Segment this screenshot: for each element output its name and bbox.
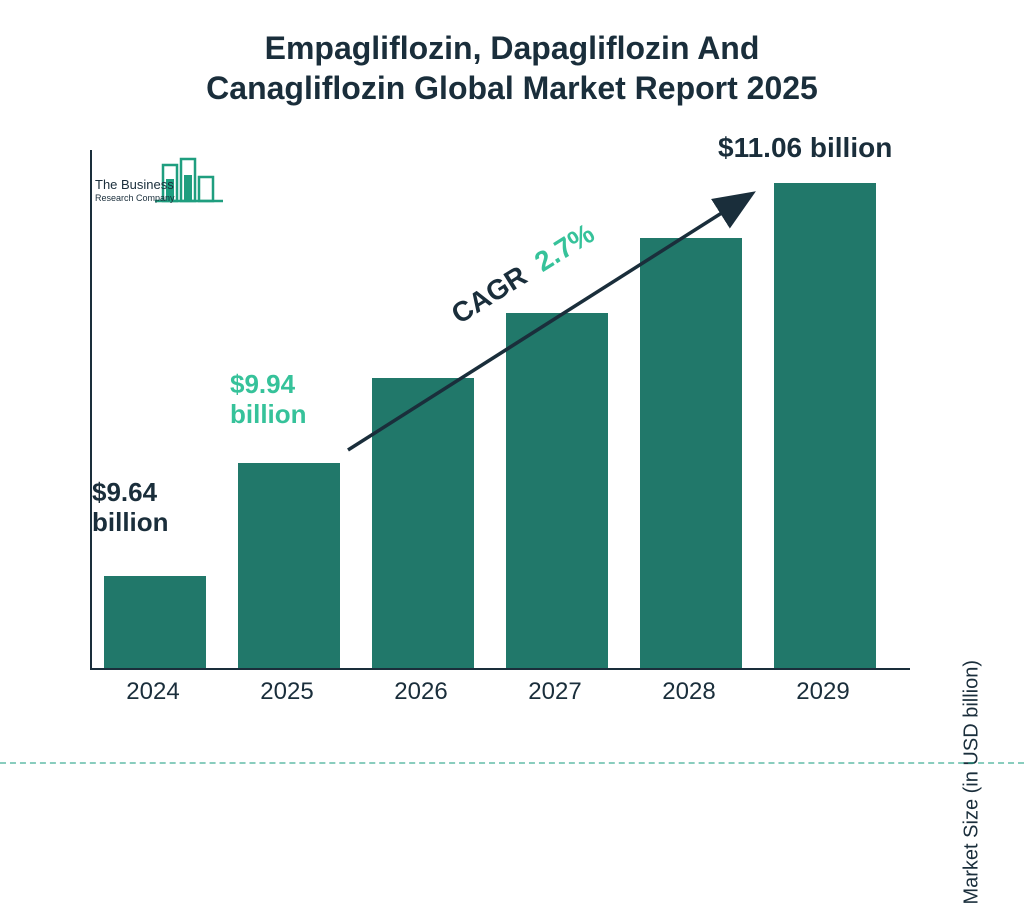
title-line-1: Empagliflozin, Dapagliflozin And xyxy=(265,30,760,66)
bar-2026 xyxy=(372,378,474,668)
bar-2025 xyxy=(238,463,340,668)
bar-2028 xyxy=(640,238,742,668)
bar-2029 xyxy=(774,183,876,668)
y-axis-label: Market Size (in USD billion) xyxy=(961,660,984,905)
value-label-1: $9.94billion xyxy=(230,370,307,430)
x-label-2024: 2024 xyxy=(102,678,204,706)
bar-2024 xyxy=(104,576,206,668)
plot-region xyxy=(90,150,910,670)
x-label-2028: 2028 xyxy=(638,678,740,706)
chart-title: Empagliflozin, Dapagliflozin And Canagli… xyxy=(0,0,1024,108)
x-label-2029: 2029 xyxy=(772,678,874,706)
value-label-2: $11.06 billion xyxy=(718,132,892,164)
value-label-0: $9.64billion xyxy=(92,478,169,538)
bottom-dashed-rule xyxy=(0,762,1024,764)
title-line-2: Canagliflozin Global Market Report 2025 xyxy=(206,70,818,106)
bar-2027 xyxy=(506,313,608,668)
x-label-2026: 2026 xyxy=(370,678,472,706)
chart-area: Market Size (in USD billion) CAGR 2.7% 2… xyxy=(90,150,940,710)
x-label-2025: 2025 xyxy=(236,678,338,706)
x-label-2027: 2027 xyxy=(504,678,606,706)
